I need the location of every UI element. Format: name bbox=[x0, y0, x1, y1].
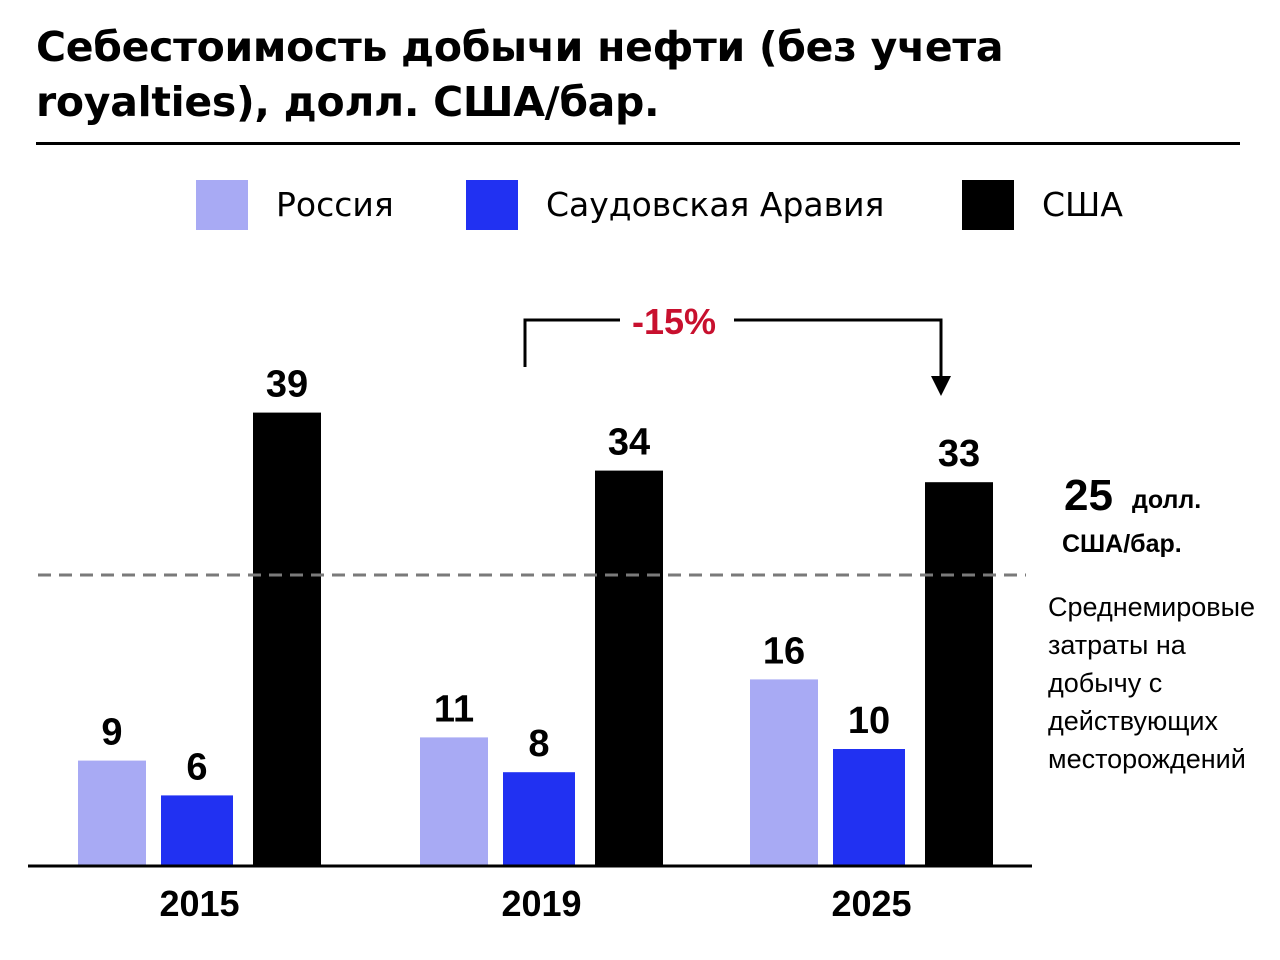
annotation-bracket bbox=[523, 318, 943, 378]
legend-label-russia: Россия bbox=[276, 185, 394, 224]
bar-saudi-arabia-2015 bbox=[161, 795, 233, 865]
annotation-arrowhead bbox=[931, 376, 951, 396]
bar-russia-2019 bbox=[420, 737, 488, 865]
bar-saudi-arabia-2025 bbox=[833, 749, 905, 865]
bar-usa-2025 bbox=[925, 482, 993, 865]
value-label-russia-2019: 11 bbox=[434, 688, 474, 730]
reference-unit: долл. bbox=[1132, 486, 1202, 514]
legend-label-saudi-arabia: Саудовская Аравия bbox=[546, 185, 885, 224]
legend-label-usa: США bbox=[1042, 185, 1123, 224]
value-label-russia-2015: 9 bbox=[101, 712, 122, 754]
value-label-saudi-arabia-2015: 6 bbox=[186, 746, 207, 788]
title-divider bbox=[36, 142, 1240, 145]
bar-russia-2025 bbox=[750, 679, 818, 865]
value-label-usa-2015: 39 bbox=[266, 364, 308, 406]
category-label-2015: 2015 bbox=[159, 883, 239, 924]
legend-swatch-usa bbox=[962, 180, 1014, 230]
value-label-usa-2019: 34 bbox=[608, 422, 650, 464]
reference-value: 25 bbox=[1064, 471, 1113, 520]
value-label-saudi-arabia-2019: 8 bbox=[528, 723, 549, 765]
legend-swatch-saudi-arabia bbox=[466, 180, 518, 230]
value-label-usa-2025: 33 bbox=[938, 433, 980, 475]
bars-group: 9 6 39 2015 11 8 34 2019 16 10 33 2025 bbox=[78, 364, 993, 924]
bar-usa-2015 bbox=[253, 412, 321, 865]
value-label-russia-2025: 16 bbox=[763, 630, 805, 672]
annotation-change-label: -15% bbox=[632, 301, 716, 342]
bar-usa-2019 bbox=[595, 470, 663, 865]
chart-title: Себестоимость добычи нефти (без учета ro… bbox=[36, 23, 1004, 126]
reference-unit-line2: США/бар. bbox=[1062, 530, 1182, 558]
category-label-2019: 2019 bbox=[501, 883, 581, 924]
bar-saudi-arabia-2019 bbox=[503, 772, 575, 865]
bar-russia-2015 bbox=[78, 760, 146, 865]
category-label-2025: 2025 bbox=[831, 883, 911, 924]
reference-note: Среднемировые затраты на добычу с действ… bbox=[1048, 592, 1256, 774]
change-annotation: -15% bbox=[523, 301, 951, 396]
legend-swatch-russia bbox=[196, 180, 248, 230]
value-label-saudi-arabia-2025: 10 bbox=[848, 700, 890, 742]
